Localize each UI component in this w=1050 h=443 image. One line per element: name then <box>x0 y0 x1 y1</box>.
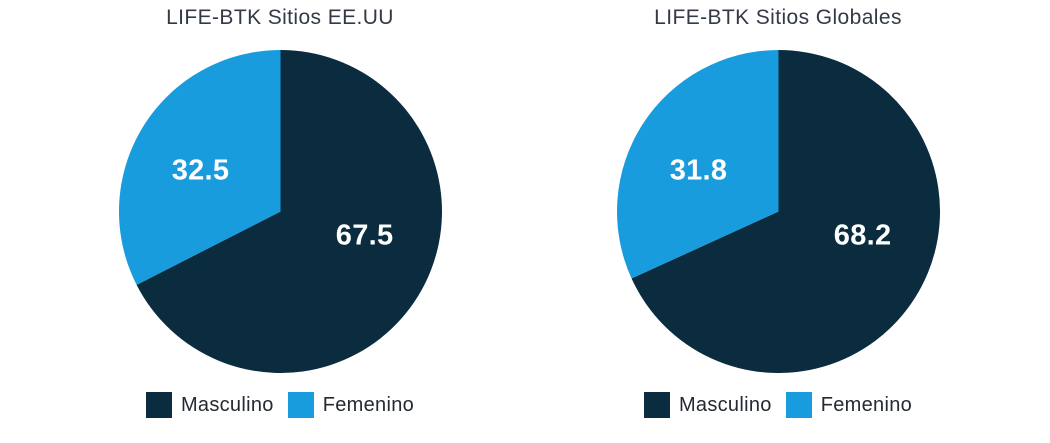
pie-svg-global <box>616 50 940 373</box>
legend-global: Masculino Femenino <box>578 392 978 418</box>
legend-label-masculino: Masculino <box>180 394 274 416</box>
chart-us: LIFE-BTK Sitios EE.UU 67.5 32.5 Masculin… <box>80 0 480 418</box>
chart-global: LIFE-BTK Sitios Globales 68.2 31.8 Mascu… <box>578 0 978 418</box>
pie-global: 68.2 31.8 <box>616 50 940 373</box>
chart-title-us: LIFE-BTK Sitios EE.UU <box>166 6 394 29</box>
legend-swatch-masculino <box>145 392 172 418</box>
legend-swatch-femenino <box>287 392 314 418</box>
legend-swatch-masculino <box>643 392 670 418</box>
pie-slice-femenino <box>118 50 280 285</box>
legend-label-femenino: Femenino <box>322 394 415 416</box>
legend-item-femenino: Femenino <box>287 392 415 418</box>
legend-swatch-femenino <box>785 392 812 418</box>
data-label-femenino-global: 31.8 <box>669 154 728 187</box>
legend-us: Masculino Femenino <box>80 392 480 418</box>
legend-item-femenino: Femenino <box>785 392 913 418</box>
data-label-masculino-global: 68.2 <box>833 219 892 252</box>
pie-slice-masculino <box>631 50 940 373</box>
legend-item-masculino: Masculino <box>145 392 274 418</box>
pie-slice-masculino <box>136 50 442 373</box>
pie-svg-us <box>118 50 442 373</box>
pie-slice-femenino <box>616 50 778 279</box>
chart-title-global: LIFE-BTK Sitios Globales <box>654 6 902 29</box>
data-label-masculino-us: 67.5 <box>335 219 394 252</box>
legend-label-femenino: Femenino <box>820 394 913 416</box>
legend-label-masculino: Masculino <box>678 394 772 416</box>
data-label-femenino-us: 32.5 <box>171 154 230 187</box>
legend-item-masculino: Masculino <box>643 392 772 418</box>
pie-us: 67.5 32.5 <box>118 50 442 373</box>
